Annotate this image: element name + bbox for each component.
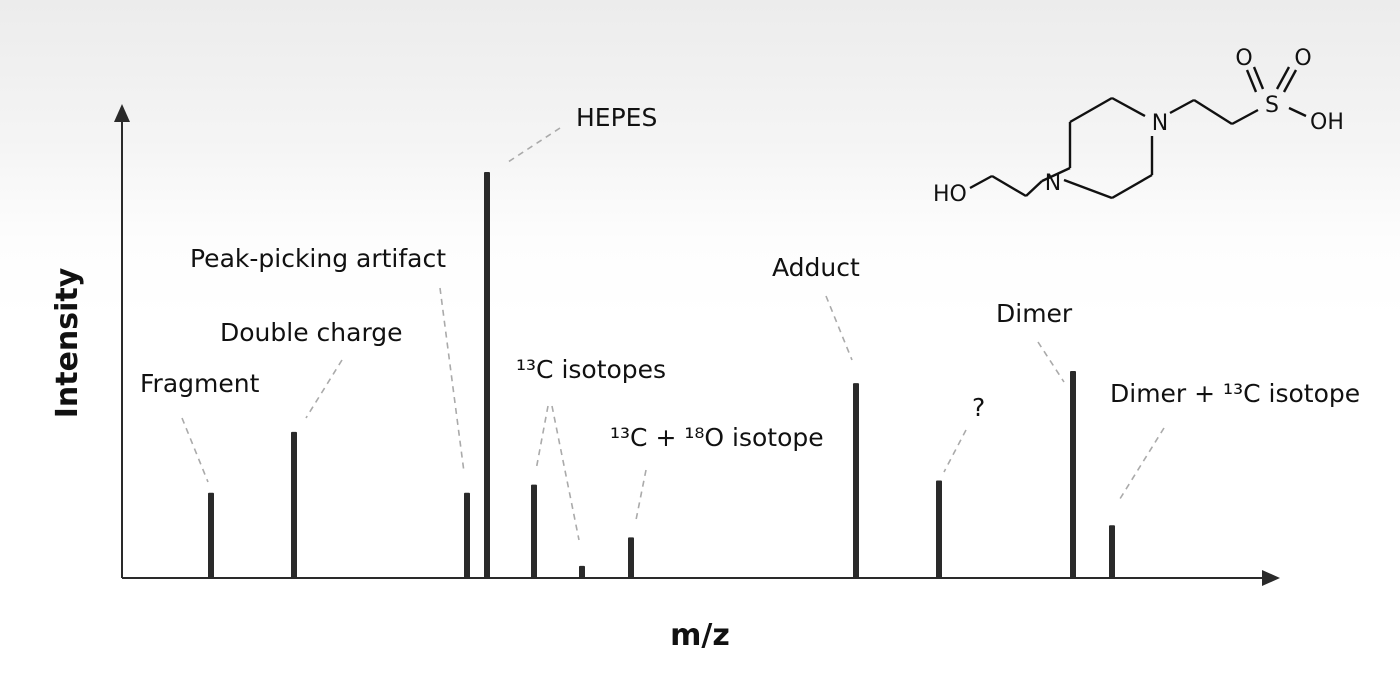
leader-adduct [825,295,853,361]
leader-c13-a [535,405,549,471]
annotation-leaders [181,127,1165,541]
atom-o-left: O [1235,46,1252,71]
label-c13-o18-isotope: ¹³C + ¹⁸O isotope [610,423,824,452]
annotation-labels: Fragment Double charge Peak-picking arti… [140,103,1360,452]
peak-3 [484,172,490,578]
peak-4 [531,484,537,578]
peak-7 [853,383,859,578]
label-hepes: HEPES [576,103,657,132]
leader-dimer [1037,341,1065,383]
label-adduct: Adduct [772,253,860,282]
leader-artifact [439,287,465,473]
label-artifact: Peak-picking artifact [190,244,446,273]
label-double-charge: Double charge [220,318,403,347]
leader-unknown [943,429,967,473]
atom-n-top: N [1152,111,1168,136]
label-dimer: Dimer [996,299,1073,328]
atom-n-bottom: N [1045,171,1061,196]
x-axis-arrow-icon [1262,570,1280,586]
y-axis-title: Intensity [50,267,85,418]
peak-10 [1109,525,1115,578]
peak-2 [464,492,470,578]
atom-s: S [1265,93,1279,118]
x-axis-title: m/z [670,618,730,653]
peak-5 [579,565,585,578]
atom-oh: OH [1310,110,1344,135]
leader-hepes [504,127,561,165]
leader-c13-b [551,405,580,541]
peak-9 [1070,370,1076,578]
leader-c13o18 [635,469,647,521]
atom-o-right: O [1294,46,1311,71]
peak-1 [291,431,297,578]
leader-double-charge [305,359,343,419]
label-c13-isotopes: ¹³C isotopes [516,355,666,384]
atom-ho: HO [933,182,967,207]
hepes-structure: N N S O O OH HO [933,46,1344,207]
leader-dimer-c13 [1117,427,1165,503]
leader-fragment [181,417,209,483]
peak-8 [936,480,942,578]
peak-0 [208,492,214,578]
peaks-group [208,172,1115,578]
label-unknown: ? [972,393,985,422]
peak-6 [628,537,634,578]
label-fragment: Fragment [140,369,260,398]
y-axis-arrow-icon [114,104,130,122]
label-dimer-c13: Dimer + ¹³C isotope [1110,379,1360,408]
